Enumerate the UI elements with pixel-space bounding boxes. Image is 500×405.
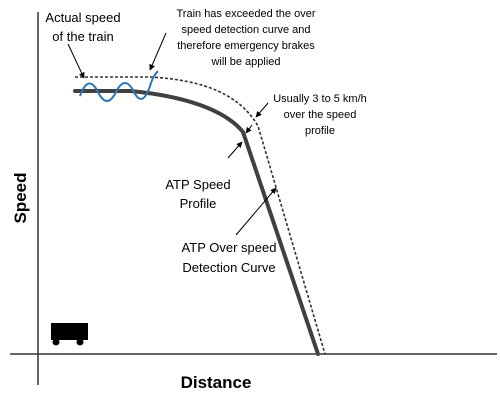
margin-note-line-2: over the speed — [284, 109, 357, 121]
margin-note-arrow-back — [245, 124, 253, 134]
exceeded-note-line-4: will be applied — [210, 56, 280, 68]
x-axis-title: Distance — [181, 373, 252, 392]
exceeded-note-line-1: Train has exceeded the over — [176, 8, 315, 20]
margin-note-line-3: profile — [305, 125, 335, 137]
exceeded-note-line-2: speed detection curve and — [181, 24, 310, 36]
y-axis-title: Speed — [11, 172, 30, 223]
speed-profile-label-line-2: Profile — [180, 196, 217, 211]
train-wagon-icon — [51, 323, 88, 346]
actual-speed-wave — [79, 70, 159, 102]
exceeded-note-line-3: therefore emergency brakes — [177, 40, 315, 52]
detection-curve — [75, 76, 326, 355]
margin-note-line-1: Usually 3 to 5 km/h — [273, 93, 367, 105]
speed-profile-curve — [73, 89, 320, 356]
detection-curve-arrow — [235, 187, 277, 236]
speed-profile-arrow — [227, 141, 243, 159]
actual-speed-label-line-2: of the train — [52, 29, 113, 44]
margin-note-arrow — [255, 102, 269, 118]
actual-speed-label-line-1: Actual speed — [45, 10, 120, 25]
detection-curve-label-line-2: Detection Curve — [182, 260, 275, 275]
detection-curve-label-line-1: ATP Over speed — [182, 240, 277, 255]
exceeded-note-arrow — [149, 32, 167, 71]
speed-profile-label-line-1: ATP Speed — [165, 177, 230, 192]
actual-speed-arrow — [67, 43, 85, 79]
